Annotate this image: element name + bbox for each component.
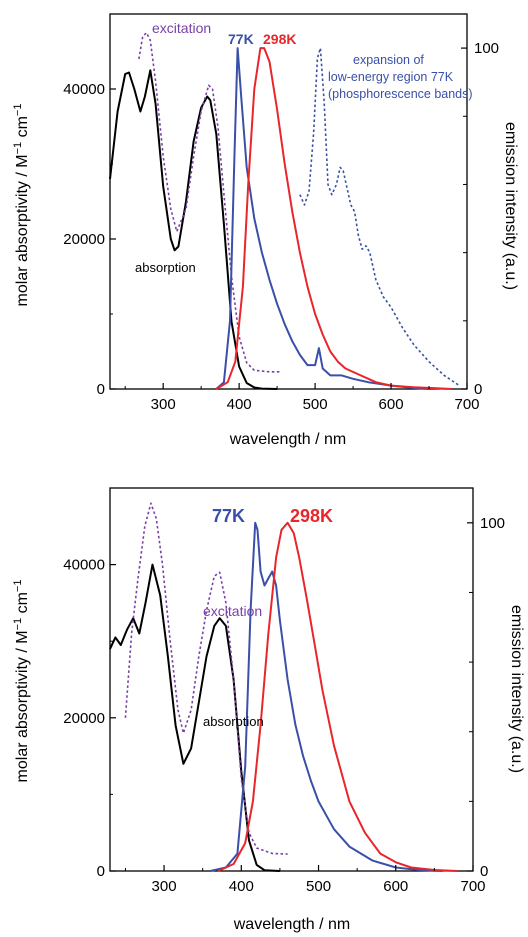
series-line-absorption xyxy=(109,69,278,390)
x-axis-title: wavelength / nm xyxy=(229,431,347,448)
x-tick-label: 300 xyxy=(151,396,176,413)
series-line-em77 xyxy=(210,521,443,872)
x-tick-label: 600 xyxy=(379,396,404,413)
annotation-excitation: excitation xyxy=(152,20,211,36)
x-tick-label: 700 xyxy=(460,878,485,895)
y2-tick-label: 100 xyxy=(480,515,505,532)
series-layer xyxy=(109,502,458,872)
x-axis-title: wavelength / nm xyxy=(233,916,351,933)
y2-axis-title: emission intensity (a.u.) xyxy=(508,605,525,773)
annotation-expansion-line-3: (phosphorescence bands) xyxy=(328,87,473,101)
annotation-expansion-line-2: low-energy region 77K xyxy=(328,70,454,84)
x-tick-label: 700 xyxy=(454,396,479,413)
series-line-em298 xyxy=(217,521,458,872)
series-line-em298 xyxy=(215,47,452,390)
y-tick-label: 20000 xyxy=(63,231,105,248)
y2-tick-label: 100 xyxy=(474,40,499,57)
y-tick-label: 40000 xyxy=(63,557,105,574)
series-line-expansion xyxy=(299,47,460,387)
series-layer xyxy=(109,31,460,390)
annotation-298k: 298K xyxy=(290,506,333,526)
y-tick-label: 40000 xyxy=(63,81,105,98)
annotation-absorption: absorption xyxy=(203,714,264,729)
x-tick-label: 600 xyxy=(383,878,408,895)
annotation-expansion-line-1: expansion of xyxy=(353,53,424,67)
annotation-298k: 298K xyxy=(263,31,296,47)
x-tick-label: 500 xyxy=(303,396,328,413)
plot-frame xyxy=(109,13,468,390)
annotation-77k: 77K xyxy=(212,506,245,526)
series-line-em77 xyxy=(215,47,430,390)
y-axis-title: molar absorptivity / M−1 cm−1 xyxy=(12,580,31,783)
y2-axis-title: emission intensity (a.u.) xyxy=(502,122,519,290)
y-axis-title: molar absorptivity / M−1 cm−1 xyxy=(12,104,31,307)
annotation-excitation: excitation xyxy=(203,603,262,619)
series-line-excitation xyxy=(138,31,281,373)
x-tick-label: 500 xyxy=(306,878,331,895)
annotation-absorption: absorption xyxy=(135,260,196,275)
x-tick-label: 400 xyxy=(227,396,252,413)
annotation-77k: 77K xyxy=(228,31,254,47)
plot-frame xyxy=(109,487,474,872)
y-tick-label: 0 xyxy=(97,863,105,880)
series-line-absorption xyxy=(109,563,280,872)
y2-tick-label: 0 xyxy=(474,381,482,398)
x-tick-label: 300 xyxy=(152,878,177,895)
y2-tick-label: 0 xyxy=(480,863,488,880)
y-tick-label: 20000 xyxy=(63,710,105,727)
series-line-excitation xyxy=(124,502,288,855)
x-tick-label: 400 xyxy=(229,878,254,895)
y-tick-label: 0 xyxy=(97,381,105,398)
